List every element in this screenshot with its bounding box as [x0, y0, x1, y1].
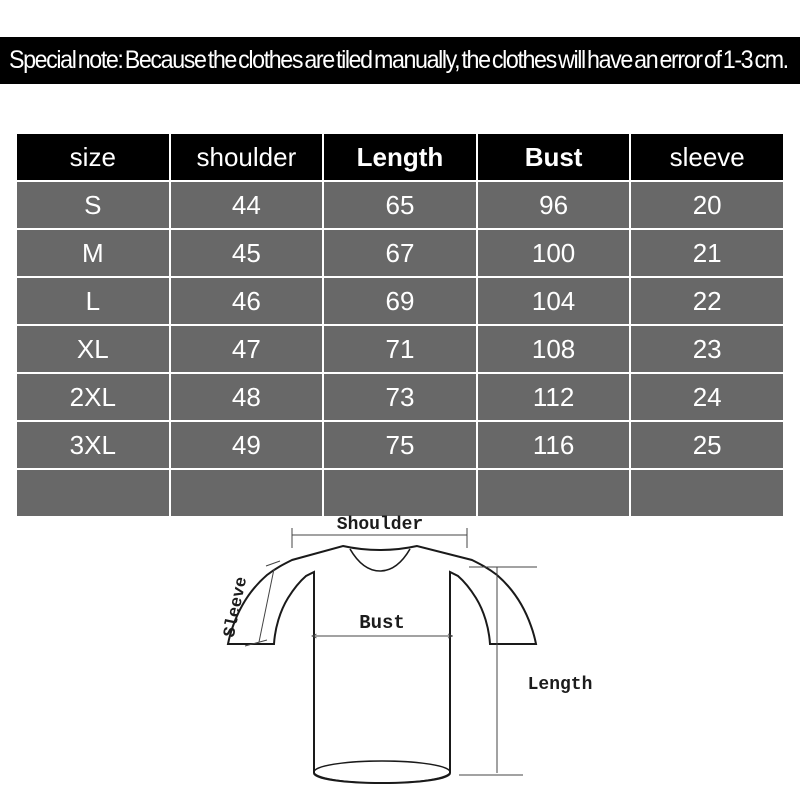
svg-text:Sleeve: Sleeve [221, 575, 252, 639]
svg-text:Shoulder: Shoulder [337, 515, 423, 535]
svg-text:Bust: Bust [359, 612, 405, 634]
svg-text:Length: Length [528, 675, 593, 695]
